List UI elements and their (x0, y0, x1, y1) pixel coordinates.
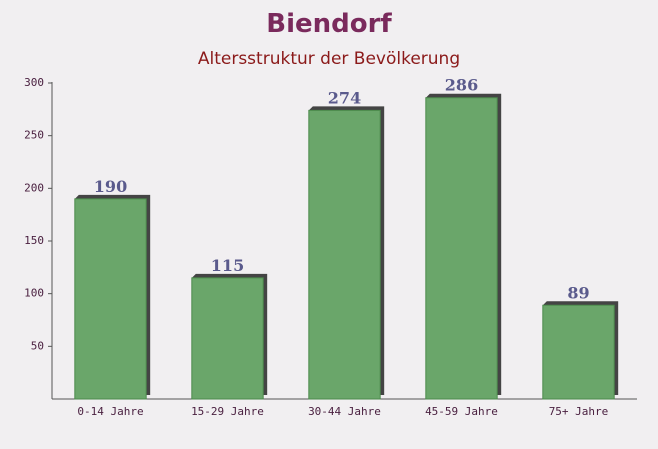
x-tick-label: 30-44 Jahre (308, 405, 381, 418)
y-tick-label: 300 (24, 76, 44, 89)
value-label: 274 (328, 88, 361, 107)
value-label: 115 (211, 256, 244, 275)
y-tick-label: 250 (24, 129, 44, 142)
value-label: 190 (94, 177, 127, 196)
y-tick-label: 50 (31, 339, 44, 352)
bar (191, 277, 264, 400)
y-tick-label: 200 (24, 181, 44, 194)
x-tick-label: 45-59 Jahre (425, 405, 498, 418)
x-tick-label: 75+ Jahre (549, 405, 609, 418)
bar (425, 97, 498, 400)
x-tick-label: 15-29 Jahre (191, 405, 264, 418)
bar (308, 109, 381, 400)
chart-title: Biendorf (266, 9, 392, 39)
y-tick-label: 100 (24, 287, 44, 300)
bar (542, 304, 615, 400)
chart-subtitle: Altersstruktur der Bevölkerung (198, 49, 460, 69)
y-tick-label: 150 (24, 234, 44, 247)
value-label: 89 (567, 283, 589, 302)
value-label: 286 (445, 76, 478, 95)
bar (74, 198, 147, 400)
x-tick-label: 0-14 Jahre (77, 405, 143, 418)
